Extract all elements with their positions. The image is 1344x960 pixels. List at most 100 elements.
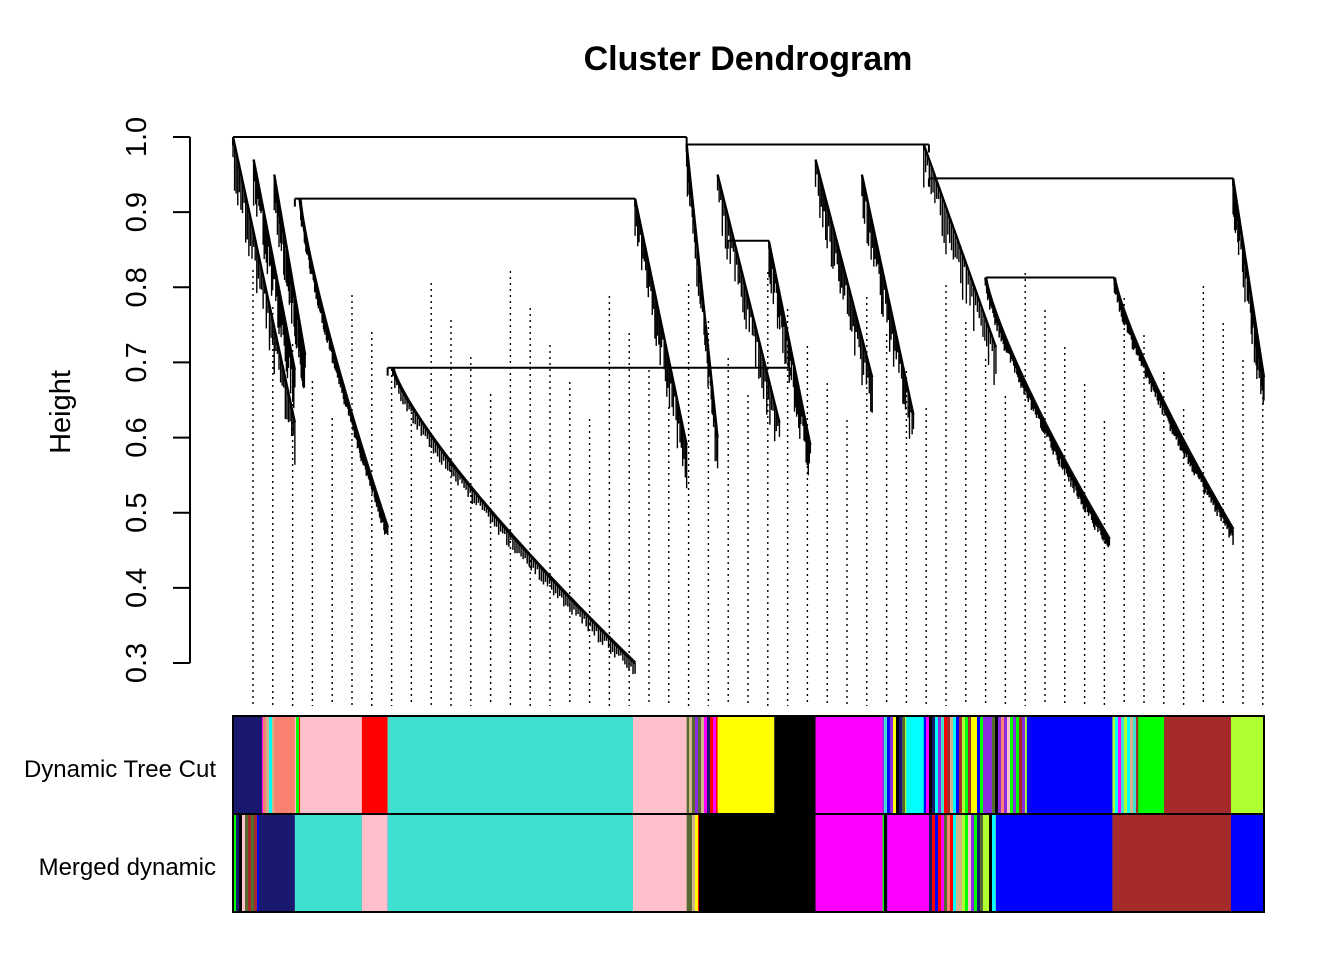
dendrogram-branch: [332, 352, 337, 356]
dendrogram-branch: [311, 270, 316, 275]
dendrogram-branch: [548, 575, 553, 580]
module-stripe: [998, 716, 1001, 814]
module-stripe: [686, 716, 689, 814]
dendrogram-branch: [540, 566, 545, 571]
dendrogram-branch: [1192, 459, 1197, 464]
dendrogram-branch: [334, 360, 339, 364]
dendrogram-branch: [331, 349, 336, 353]
module-stripe: [983, 716, 986, 814]
dendrogram-branch: [385, 525, 390, 529]
dendrogram-branch: [277, 349, 282, 357]
dendrogram-branch: [283, 315, 287, 322]
dendrogram-branch: [1205, 483, 1210, 487]
dendrogram-branch: [991, 336, 996, 343]
dendrogram-branch: [265, 224, 269, 230]
dendrogram-branch: [1233, 188, 1237, 194]
dendrogram-branch: [1186, 448, 1191, 453]
dendrogram-branch: [1249, 290, 1253, 296]
dendrogram-branch: [399, 386, 405, 392]
dendrogram-branch: [284, 239, 288, 245]
dendrogram-branch: [877, 254, 882, 262]
module-stripe: [887, 716, 890, 814]
module-stripe: [923, 716, 926, 814]
module-stripe: [944, 716, 947, 814]
dendrogram-branch: [368, 472, 373, 477]
dendrogram-branch: [444, 454, 450, 459]
module-stripe: [953, 814, 956, 912]
dendrogram-branch: [1054, 443, 1059, 448]
dendrogram-branch: [837, 248, 842, 255]
dendrogram-branch: [336, 365, 340, 369]
dendrogram-branch: [308, 254, 312, 259]
dendrogram-branch: [1091, 509, 1096, 514]
dendrogram-branch: [652, 286, 657, 294]
module-block: [361, 814, 388, 912]
dendrogram-branch: [358, 440, 362, 444]
dendrogram-branch: [268, 240, 272, 247]
module-block: [300, 716, 362, 814]
module-stripe: [716, 716, 719, 814]
dendrogram-branch: [903, 371, 907, 379]
dendrogram-branch: [828, 215, 833, 222]
dendrogram-branch: [1145, 367, 1150, 371]
dendrogram-branch: [1237, 213, 1241, 220]
dendrogram-branch: [1182, 441, 1187, 445]
dendrogram-branch: [286, 331, 290, 338]
module-stripe: [977, 814, 980, 912]
dendrogram-branch: [698, 272, 703, 280]
module-stripe: [989, 814, 992, 912]
dendrogram-branch: [359, 444, 364, 449]
dendrogram-branch: [495, 516, 500, 522]
dendrogram-branch: [754, 326, 759, 334]
dendrogram-branch: [863, 349, 868, 356]
dendrogram-branch: [1076, 484, 1081, 488]
dendrogram-branch: [564, 592, 570, 597]
dendrogram-branch: [318, 298, 323, 303]
dendrogram-branch: [324, 324, 329, 329]
dendrogram-branch: [1012, 356, 1017, 361]
module-stripe: [968, 716, 971, 814]
dendrogram-branch: [364, 459, 368, 463]
dendrogram-branch: [996, 318, 1001, 323]
dendrogram-branch: [477, 495, 482, 500]
dendrogram-branch: [615, 643, 620, 649]
dendrogram-branch: [1078, 487, 1083, 492]
dendrogram-branch: [1184, 445, 1189, 449]
dendrogram-branch: [868, 365, 872, 373]
module-stripe: [692, 814, 695, 912]
dendrogram-branch: [800, 403, 805, 409]
dendrogram-branch: [391, 367, 397, 375]
module-stripe: [1007, 716, 1010, 814]
dendrogram-branch: [1185, 447, 1190, 451]
dendrogram-branch: [955, 237, 961, 244]
dendrogram-branch: [349, 410, 354, 415]
dendrogram-branch: [884, 285, 889, 292]
dendrogram-branch: [665, 350, 670, 357]
dendrogram-branch: [681, 425, 686, 433]
dendrogram-branch: [1259, 356, 1263, 363]
dendrogram-branch: [377, 500, 382, 504]
dendrogram-branch: [448, 459, 454, 465]
dendrogram-branch: [382, 516, 387, 520]
module-stripe: [1112, 716, 1115, 814]
dendrogram-branch: [434, 440, 439, 446]
dendrogram-branch: [782, 314, 787, 321]
dendrogram-branch: [1041, 417, 1046, 422]
dendrogram-branch: [864, 192, 869, 200]
dendrogram-branch: [1096, 518, 1101, 523]
dendrogram-branch: [1130, 332, 1135, 337]
module-stripe: [233, 814, 236, 912]
dendrogram-branch: [275, 277, 280, 284]
dendrogram-branch: [277, 202, 281, 208]
dendrogram-branch: [1128, 327, 1133, 332]
dendrogram-branch: [290, 276, 294, 282]
module-stripe: [704, 716, 707, 814]
module-stripe: [257, 814, 260, 912]
dendrogram-branch: [1036, 407, 1041, 411]
dendrogram-branch: [825, 203, 830, 211]
dendrogram-branch: [466, 482, 472, 488]
dendrogram-branch: [631, 659, 637, 665]
module-stripe: [1022, 716, 1025, 814]
dendrogram-branch: [1235, 198, 1239, 205]
dendrogram-branch: [266, 229, 270, 236]
